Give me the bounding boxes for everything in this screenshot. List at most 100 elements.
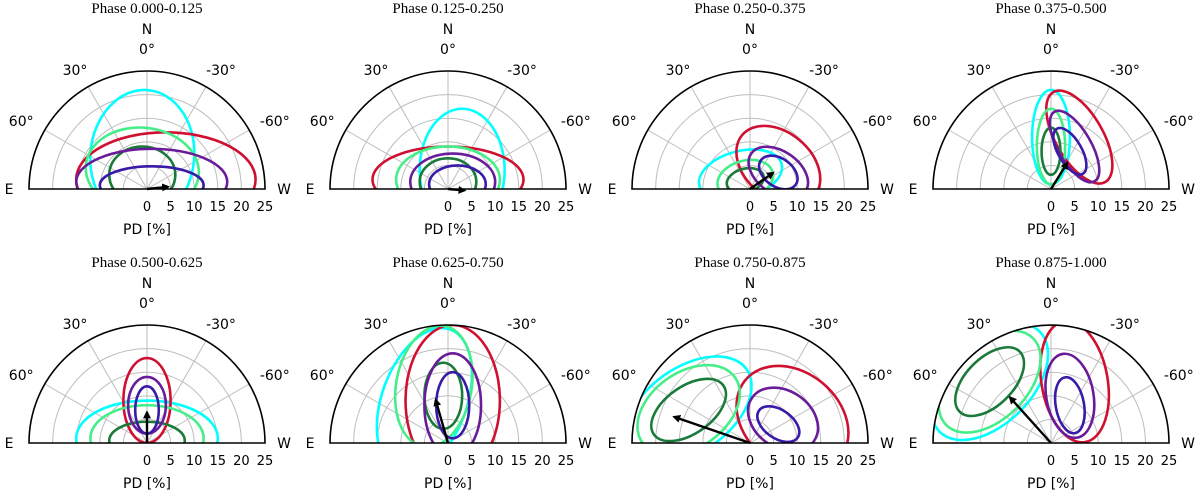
pd-arrow [447,185,467,194]
east-label: E [306,182,315,198]
radial-tick: 10 [487,200,504,215]
radial-tick: 15 [511,454,528,469]
radial-tick: 15 [813,200,830,215]
angle-tick-60: 60° [310,114,335,130]
east-label: E [306,436,315,452]
radial-tick: 20 [233,200,250,215]
panel-title: Phase 0.500-0.625 [91,255,202,271]
west-label: W [578,182,592,198]
radial-tick: 25 [860,454,877,469]
radial-tick: 10 [487,454,504,469]
grid-spoke [647,383,751,444]
radial-tick: 25 [558,454,575,469]
polar-frame [28,70,266,190]
radial-tick: 15 [813,454,830,469]
contour-6 [756,404,801,443]
contour-5 [1044,352,1096,440]
radial-tick: 25 [257,200,274,215]
angle-tick-0: 0° [1043,296,1059,312]
contour-2 [735,124,822,189]
west-label: W [1181,182,1195,198]
angle-tick-30: 30° [967,63,992,79]
north-label: N [443,22,453,38]
grid-spoke [447,129,551,190]
panel-title: Phase 0.250-0.375 [694,1,805,17]
east-label: E [608,182,617,198]
contour-2 [1039,325,1111,443]
grid-spoke [991,340,1052,444]
west-label: W [277,182,291,198]
pd-arrow [433,397,450,444]
north-label: N [745,22,755,38]
contour-2 [1044,89,1114,185]
radial-tick: 25 [1161,200,1178,215]
contours [371,107,525,189]
angle-tick-neg60: -60° [561,114,591,130]
contour-6 [757,154,799,189]
radial-tick: 20 [1137,200,1154,215]
angle-tick-neg30: -30° [206,317,236,333]
angle-tick-0: 0° [440,42,456,58]
angle-tick-neg30: -30° [809,63,839,79]
radial-tick: 25 [257,454,274,469]
angle-tick-60: 60° [612,114,637,130]
angle-tick-neg60: -60° [260,114,290,130]
pd-arrow [672,415,751,445]
contour-5 [1048,109,1101,184]
angle-tick-neg60: -60° [863,114,893,130]
angle-tick-30: 30° [364,63,389,79]
west-label: W [578,436,592,452]
east-label: E [909,436,918,452]
angle-tick-neg60: -60° [1164,114,1194,130]
north-label: N [443,276,453,292]
polar-frame [631,324,869,444]
angle-tick-0: 0° [440,296,456,312]
radial-tick: 15 [1114,454,1131,469]
polar-panel-2: Phase 0.125-0.250 N 0° 30° -30° 60° -60° E W 0 5 10… [306,1,593,238]
angle-tick-neg30: -30° [507,63,537,79]
contour-5 [747,145,810,189]
pd-arrow [1049,161,1069,190]
contour-6 [1053,375,1086,435]
radial-tick: 20 [836,454,853,469]
panel-title: Phase 0.000-0.125 [91,1,202,17]
radial-tick: 0 [444,454,452,469]
angle-tick-30: 30° [967,317,992,333]
contours [375,325,502,443]
contour-6 [427,164,488,189]
radial-tick: 10 [1090,200,1107,215]
angle-tick-neg30: -30° [809,317,839,333]
polar-panel-4: Phase 0.375-0.500 N 0° 30° -30° 60° -60° E W 0 5 10… [909,1,1196,238]
radial-tick: 0 [1047,454,1055,469]
contour-3 [393,325,474,443]
radial-tick: 5 [769,454,777,469]
angle-tick-60: 60° [612,368,637,384]
grid-spoke [948,383,1052,444]
radial-tick: 20 [534,454,551,469]
radial-tick: 0 [746,454,754,469]
panel-title: Phase 0.625-0.750 [392,255,503,271]
pd-arrow [1008,395,1052,444]
contour-6 [1052,126,1088,176]
radial-tick: 15 [210,200,227,215]
radial-tick: 10 [186,454,203,469]
radial-tick: 10 [789,200,806,215]
radial-tick: 25 [860,200,877,215]
angle-tick-30: 30° [364,317,389,333]
contour-1 [74,399,220,443]
polar-frame [932,324,1170,444]
polar-panel-8: Phase 0.875-1.000 N 0° 30° -30° 60° -60° E W 0 5 10… [909,255,1196,492]
panel-title: Phase 0.125-0.250 [392,1,503,17]
north-label: N [142,22,152,38]
contour-6 [434,370,471,440]
angle-tick-neg60: -60° [863,368,893,384]
angle-tick-neg60: -60° [561,368,591,384]
x-axis-label: PD [%] [424,222,472,238]
grid-spoke [948,129,1052,190]
contour-5 [74,147,229,189]
grid-spoke [87,86,148,190]
radial-tick: 15 [1114,200,1131,215]
grid-spoke [1050,383,1154,444]
radial-tick: 5 [166,200,174,215]
